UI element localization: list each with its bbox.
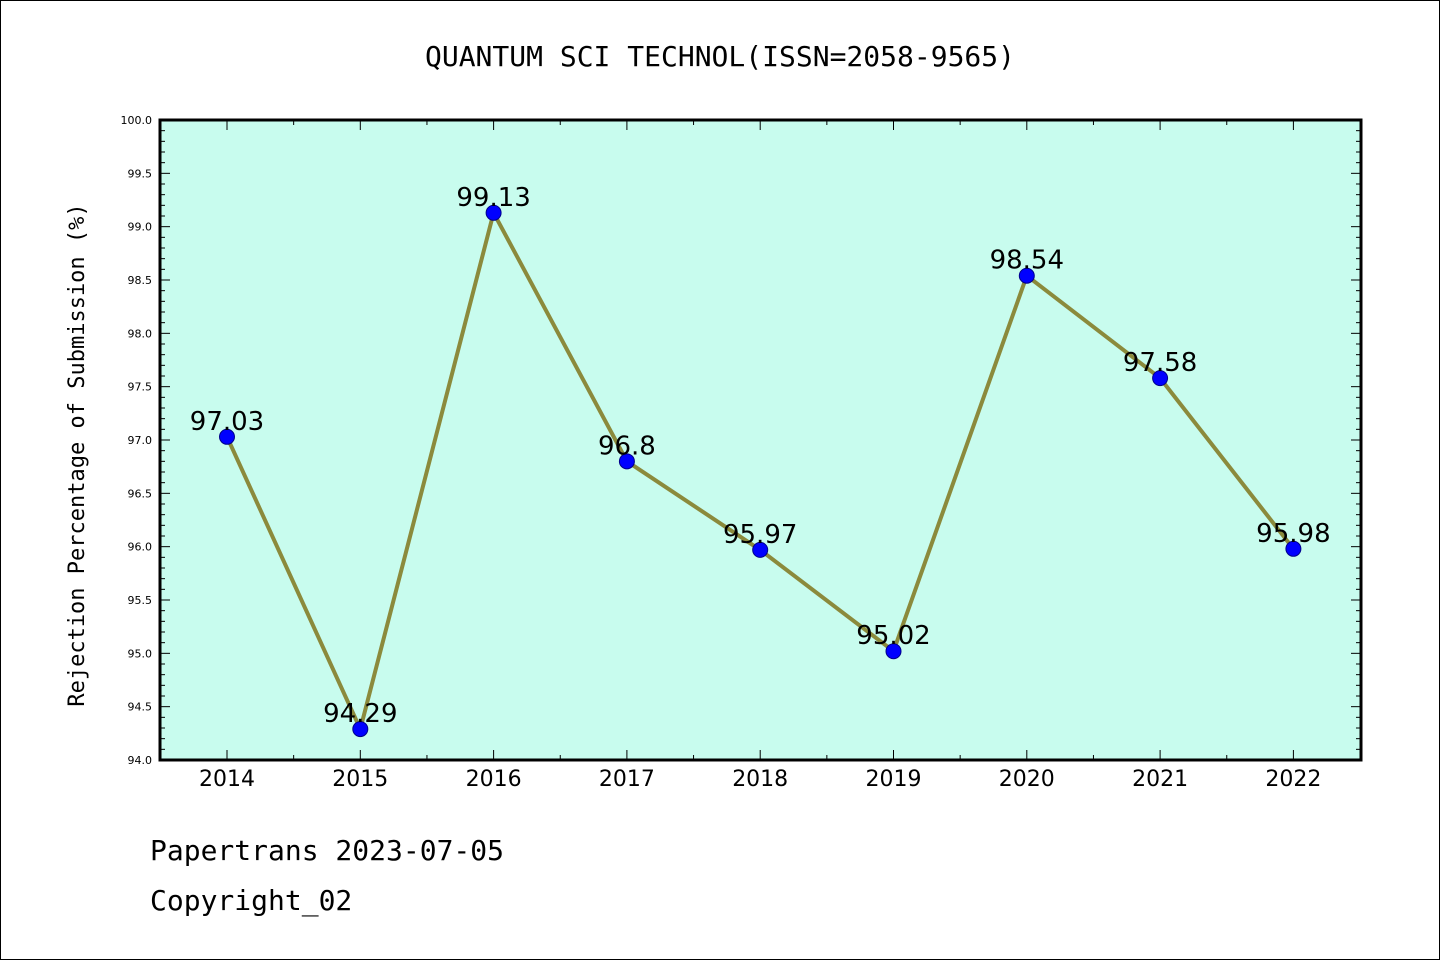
- data-point: [219, 428, 235, 445]
- data-point: [1285, 540, 1302, 557]
- y-tick-label: 95.5: [128, 594, 153, 607]
- y-tick-label: 96.0: [128, 541, 153, 554]
- x-tick-label: 2022: [1265, 767, 1321, 792]
- y-tick-label: 97.0: [128, 434, 153, 447]
- data-point: [752, 541, 769, 558]
- data-label: 95.02: [856, 621, 930, 651]
- x-tick-label: 2020: [999, 767, 1055, 792]
- y-tick-label: 96.5: [128, 487, 153, 500]
- x-tick-label: 2015: [332, 767, 388, 792]
- data-label: 94.29: [323, 699, 397, 729]
- x-axis: 2014 2015 2016 2017 2018 2019 2020 2021 2022: [159, 120, 1361, 792]
- y-axis: 94.0 94.5 95.0 95.5 96.0 96.5 97.0 97.5 98.0 98.5…: [121, 114, 1361, 767]
- data-point: [1152, 370, 1169, 387]
- y-axis-label: Rejection Percentage of Submission (%): [65, 203, 90, 706]
- y-tick-label: 99.0: [128, 221, 153, 234]
- x-tick-label: 2018: [732, 767, 788, 792]
- y-tick-label: 97.5: [128, 381, 153, 394]
- data-point: [352, 721, 369, 738]
- data-point: [618, 453, 635, 470]
- data-point: [485, 204, 502, 221]
- data-label: 98.54: [990, 246, 1064, 276]
- x-tick-label: 2019: [866, 767, 922, 792]
- y-tick-label: 98.0: [128, 327, 153, 340]
- footer-copyright: Copyright_02: [150, 884, 353, 917]
- x-tick-label: 2014: [199, 767, 255, 792]
- data-point: [885, 643, 902, 660]
- data-label: 99.13: [456, 183, 530, 213]
- data-label: 95.97: [723, 520, 797, 550]
- y-tick-label: 98.5: [128, 274, 153, 287]
- x-tick-label: 2021: [1132, 767, 1188, 792]
- markers-group: [219, 204, 1302, 738]
- y-tick-label: 95.0: [128, 647, 153, 660]
- x-tick-label: 2016: [466, 767, 522, 792]
- plot-border: [158, 118, 1363, 762]
- data-point: [1018, 267, 1035, 284]
- y-tick-label: 94.5: [128, 701, 153, 714]
- y-tick-label: 94.0: [128, 754, 153, 767]
- data-label: 97.03: [190, 407, 264, 437]
- data-label: 96.8: [598, 431, 656, 461]
- data-label: 97.58: [1123, 348, 1197, 378]
- plot-area: [160, 120, 1361, 760]
- footer-date: Papertrans 2023-07-05: [150, 834, 505, 867]
- x-tick-label: 2017: [599, 767, 655, 792]
- chart-title: QUANTUM SCI TECHNOL(ISSN=2058-9565): [425, 40, 1015, 73]
- y-tick-label: 99.5: [128, 167, 153, 180]
- data-label: 95.98: [1256, 519, 1330, 549]
- y-tick-label: 100.0: [121, 114, 153, 127]
- data-labels-group: 97.03 94.29 99.13 96.8 95.97 95.02 98.54 97.58 9…: [190, 183, 1331, 729]
